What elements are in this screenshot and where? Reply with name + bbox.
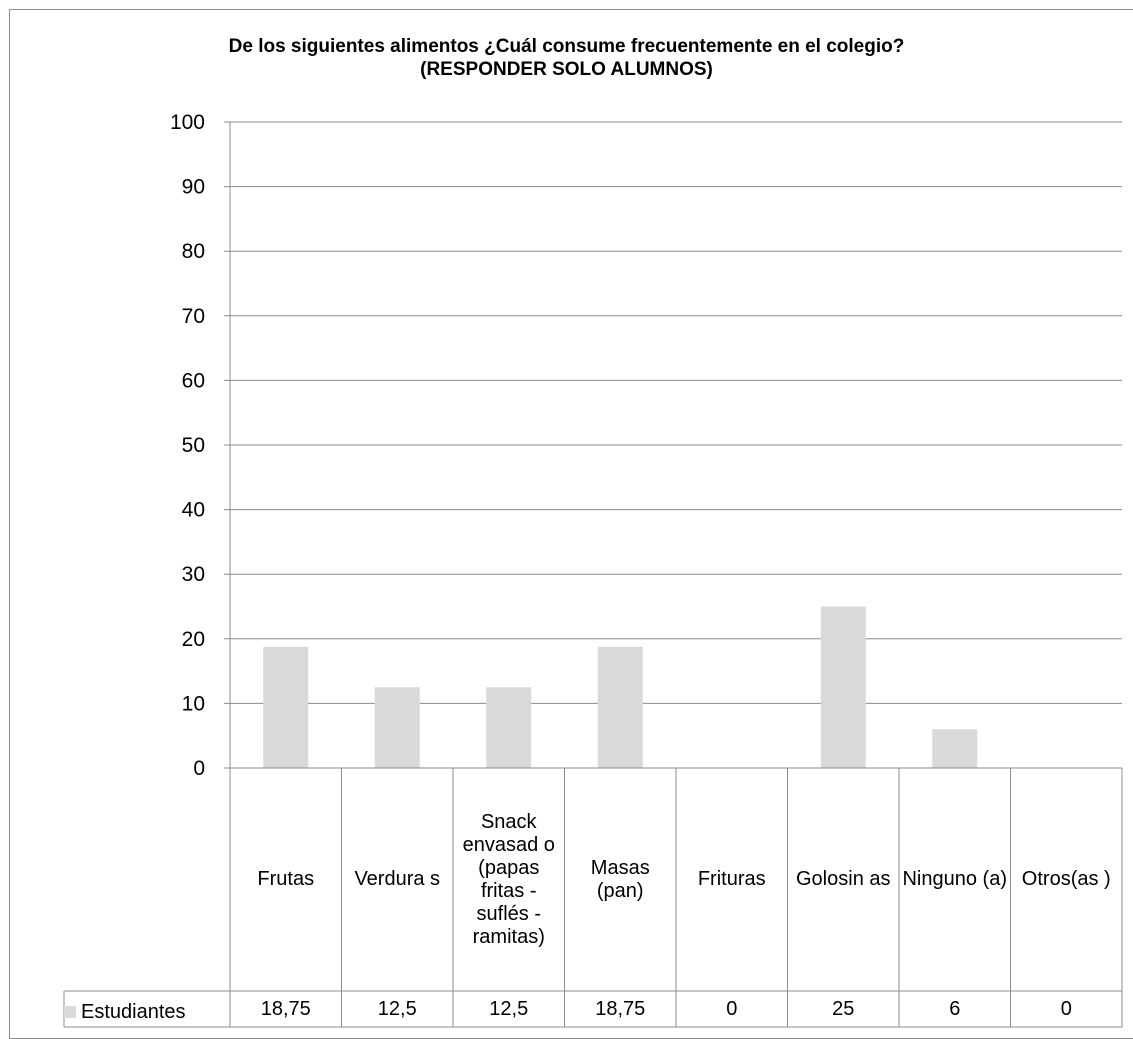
x-tick-label: Otros(as )	[1021, 868, 1111, 890]
chart-title: De los siguientes alimentos ¿Cuál consum…	[228, 36, 905, 57]
data-label: 0	[726, 997, 738, 1020]
x-tick-label: Ninguno (a)	[902, 868, 1007, 890]
bar	[263, 646, 309, 768]
data-label: 18,75	[595, 997, 646, 1020]
y-tick-label: 0	[193, 757, 205, 780]
data-label: 0	[1060, 997, 1072, 1020]
y-tick-label: 30	[182, 563, 205, 586]
bar	[486, 687, 532, 768]
y-tick-label: 60	[182, 369, 205, 392]
y-tick-label: 70	[182, 305, 205, 328]
legend: Estudiantes	[64, 997, 186, 1027]
data-label: 12,5	[377, 997, 417, 1020]
bar	[374, 687, 420, 768]
legend-swatch	[64, 1006, 76, 1018]
x-tick-label: Frutas	[257, 868, 315, 890]
y-tick-label: 10	[182, 692, 205, 715]
legend-label: Estudiantes	[81, 1000, 186, 1023]
y-tick-label: 50	[182, 434, 205, 457]
x-tick-label: Snack envasad o (papas fritas - suflés -…	[462, 810, 555, 948]
bar	[597, 646, 643, 768]
x-tick-label: Verdura s	[354, 868, 441, 890]
y-tick-label: 20	[182, 628, 205, 651]
bar	[932, 729, 978, 768]
y-tick-label: 90	[182, 176, 205, 199]
chart-subtitle: (RESPONDER SOLO ALUMNOS)	[420, 59, 713, 80]
x-tick-label: Frituras	[697, 868, 766, 890]
y-tick-label: 80	[182, 240, 205, 263]
data-label: 12,5	[489, 997, 529, 1020]
y-tick-label: 100	[170, 111, 205, 134]
y-tick-label: 40	[182, 499, 205, 522]
x-tick-label: Golosin as	[796, 868, 891, 890]
x-tick-label: Masas (pan)	[590, 856, 650, 902]
data-label: 25	[832, 997, 855, 1020]
bar	[820, 606, 866, 768]
data-label: 6	[949, 997, 961, 1020]
data-label: 18,75	[260, 997, 311, 1020]
